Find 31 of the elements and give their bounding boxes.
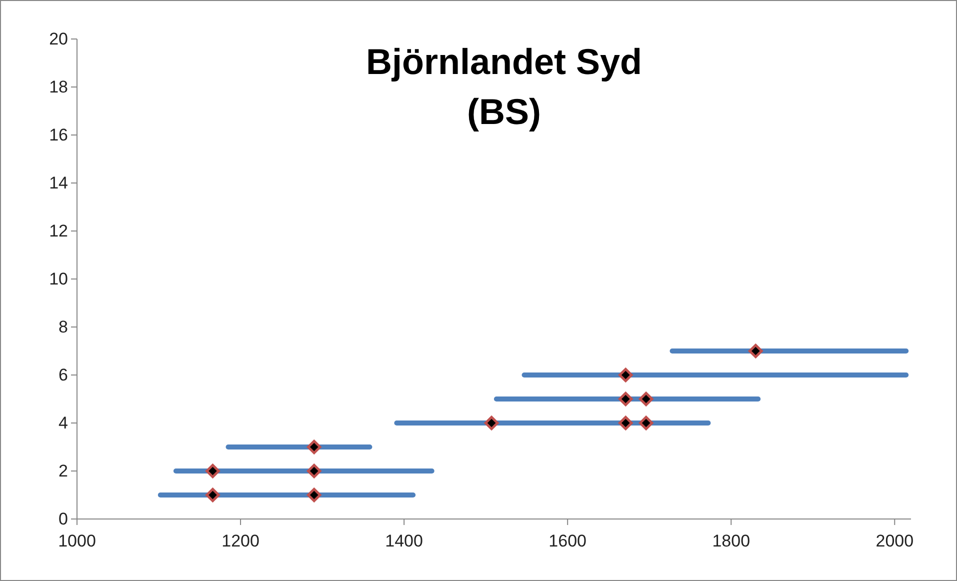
point [306,464,322,478]
point [618,416,633,430]
point [638,416,654,430]
point [306,488,322,502]
point [638,392,654,406]
y-tick-label: 20 [49,29,68,48]
y-tick-label: 16 [49,125,68,144]
x-tick-label: 1800 [712,532,750,551]
x-tick-label: 1000 [58,532,96,551]
y-tick-label: 18 [49,77,68,96]
y-tick-label: 0 [58,509,68,528]
text: (BS) [467,91,541,132]
point [484,416,499,430]
chart-title: Björnlandet Syd [366,41,642,82]
y-tick-label: 12 [49,221,68,240]
y-tick-label: 8 [58,317,68,336]
point [618,368,633,382]
y-tick-label: 10 [49,269,68,288]
x-tick-label: 1200 [222,532,260,551]
x-tick-label: 1600 [548,532,586,551]
x-tick-label: 2000 [876,532,914,551]
y-tick-label: 4 [58,413,68,432]
point [206,488,220,502]
y-tick-label: 6 [58,365,68,384]
point [618,392,633,406]
point [306,440,322,454]
y-tick-label: 2 [58,461,68,480]
point [748,344,763,358]
y-tick-label: 14 [49,173,68,192]
x-tick-label: 1400 [385,532,423,551]
point [206,464,220,478]
